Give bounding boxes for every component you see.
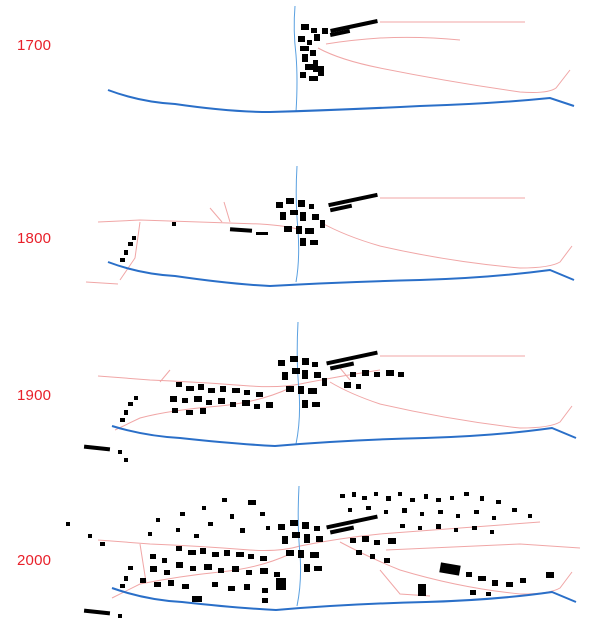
- year-label-1900: 1900: [17, 387, 52, 404]
- map-panel-1800: 1800: [0, 150, 597, 300]
- map-panel-1700: 1700: [0, 0, 597, 140]
- stream: [295, 321, 301, 445]
- map-panel-2000: 2000: [0, 478, 597, 621]
- map-2000: [66, 485, 581, 618]
- stream: [295, 165, 300, 283]
- river: [107, 89, 575, 114]
- river: [107, 261, 575, 288]
- river: [111, 587, 577, 612]
- roads: [85, 197, 573, 285]
- map-1900: [83, 321, 577, 462]
- year-label-2000: 2000: [17, 552, 52, 569]
- roads: [97, 355, 573, 431]
- roads: [317, 21, 571, 93]
- map-1700: [107, 5, 575, 114]
- year-label-1700: 1700: [17, 37, 52, 54]
- map-panel-1900: 1900: [0, 310, 597, 470]
- year-label-1800: 1800: [17, 230, 52, 247]
- stream: [293, 5, 298, 113]
- map-1800: [85, 165, 575, 288]
- buildings: [66, 492, 554, 618]
- river: [111, 425, 577, 448]
- buildings: [298, 19, 378, 81]
- buildings: [83, 350, 404, 462]
- buildings: [120, 192, 378, 262]
